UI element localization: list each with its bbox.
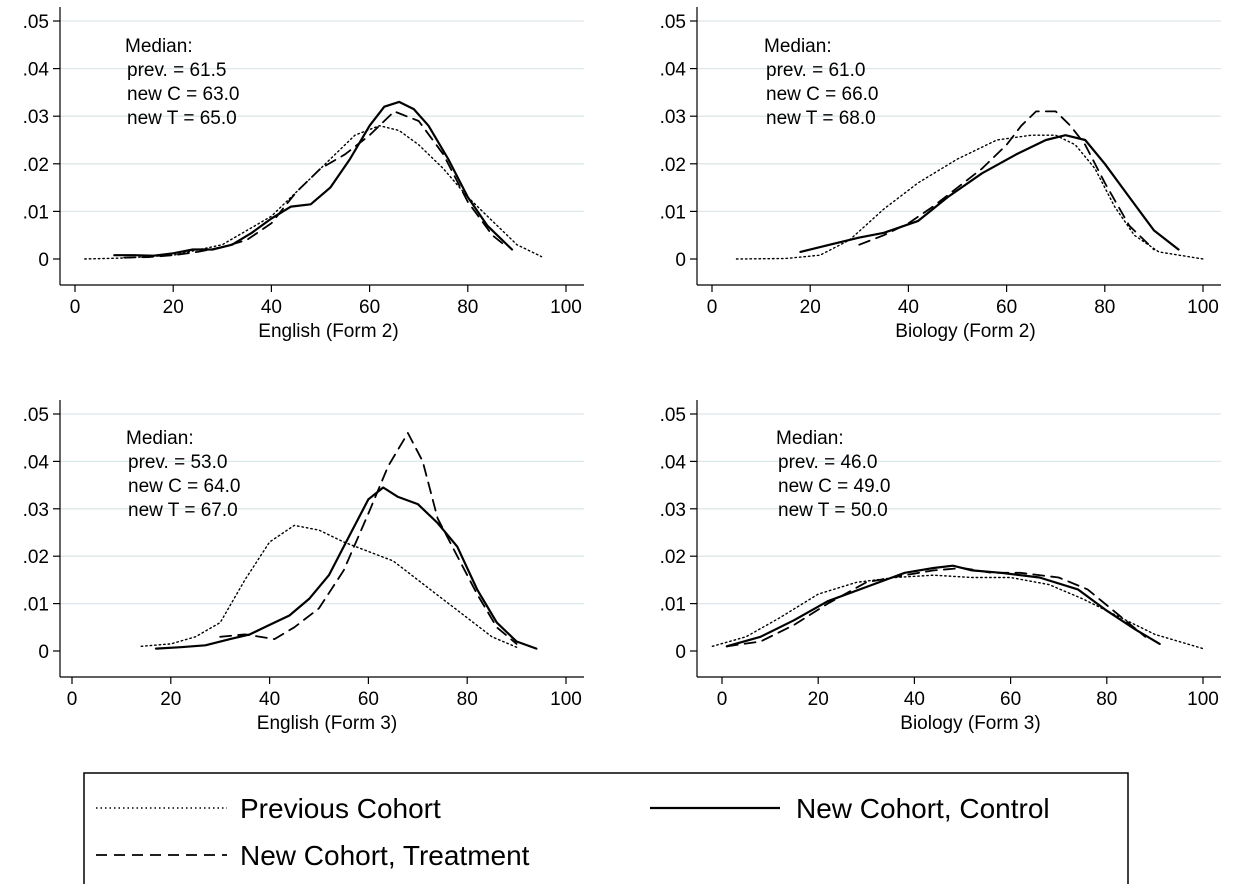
y-tick-label: .01 xyxy=(23,202,49,223)
y-tick-label: .01 xyxy=(23,595,49,616)
median-annotation-line: new T = 65.0 xyxy=(127,108,237,129)
y-tick-label: .01 xyxy=(660,202,686,223)
y-tick-label: .04 xyxy=(23,60,50,81)
series-line-dashed xyxy=(219,432,518,645)
x-tick-label: 100 xyxy=(550,689,582,710)
series-line-solid xyxy=(154,486,538,650)
y-tick-label: .05 xyxy=(660,12,686,33)
median-annotation-line: Median: xyxy=(125,36,193,57)
y-tick-label: 0 xyxy=(675,642,686,663)
x-tick-label: 40 xyxy=(261,297,282,318)
x-tick-label: 80 xyxy=(1094,297,1115,318)
y-tick-label: .05 xyxy=(23,12,49,33)
median-annotation-line: new T = 50.0 xyxy=(778,500,888,521)
x-axis-title: English (Form 3) xyxy=(257,713,397,734)
series-line-solid xyxy=(799,134,1180,253)
median-annotation-line: new T = 67.0 xyxy=(128,500,238,521)
x-tick-label: 60 xyxy=(1000,689,1021,710)
x-tick-label: 100 xyxy=(1187,689,1219,710)
median-annotation-line: prev. = 61.5 xyxy=(127,60,226,81)
x-tick-label: 20 xyxy=(160,689,181,710)
legend-box xyxy=(83,772,1129,884)
x-axis-title: Biology (Form 2) xyxy=(895,321,1035,342)
x-tick-label: 100 xyxy=(1187,297,1219,318)
y-tick-label: .03 xyxy=(23,107,49,128)
x-tick-label: 0 xyxy=(717,689,728,710)
x-tick-label: 0 xyxy=(70,297,81,318)
y-tick-label: .03 xyxy=(660,107,686,128)
x-tick-label: 60 xyxy=(996,297,1017,318)
series-line-solid xyxy=(725,564,1161,648)
y-tick-label: .01 xyxy=(660,595,686,616)
y-tick-label: 0 xyxy=(675,250,686,271)
x-tick-label: 80 xyxy=(1096,689,1117,710)
x-axis-title: English (Form 2) xyxy=(258,321,398,342)
chart-panel-3: 0 .01 .02 .03 .04 .05 0 20 40 60 80 100 English (For… xyxy=(23,400,584,734)
chart-panel-2: 0 .01 .02 .03 .04 .05 0 20 40 60 80 100 Biology (For… xyxy=(660,7,1221,342)
x-tick-label: 40 xyxy=(898,297,919,318)
series-line-dotted xyxy=(711,574,1204,650)
y-tick-label: .04 xyxy=(660,60,687,81)
legend: Previous Cohort New Cohort, Control New Co… xyxy=(83,772,1129,884)
series-line-dotted xyxy=(84,124,543,260)
y-tick-label: .03 xyxy=(660,500,686,521)
median-annotation-line: new C = 66.0 xyxy=(766,84,879,105)
median-annotation-line: new C = 64.0 xyxy=(128,476,241,497)
median-annotation-line: new C = 63.0 xyxy=(127,84,240,105)
median-annotation-line: new T = 68.0 xyxy=(766,108,876,129)
x-tick-label: 60 xyxy=(359,297,380,318)
y-tick-label: .05 xyxy=(660,405,686,426)
x-tick-label: 20 xyxy=(800,297,821,318)
x-tick-label: 40 xyxy=(904,689,925,710)
series-line-dotted xyxy=(140,524,518,648)
y-tick-label: .02 xyxy=(23,547,49,568)
y-tick-label: 0 xyxy=(38,250,49,271)
legend-label: New Cohort, Control xyxy=(796,793,1050,824)
series-line-dotted xyxy=(735,134,1204,260)
y-tick-label: .02 xyxy=(660,547,686,568)
y-tick-label: 0 xyxy=(38,642,49,663)
chart-panel-4: 0 .01 .02 .03 .04 .05 0 20 40 60 80 100 Biology (For… xyxy=(660,400,1221,734)
x-tick-label: 60 xyxy=(358,689,379,710)
legend-label: Previous Cohort xyxy=(240,793,441,824)
x-tick-label: 20 xyxy=(808,689,829,710)
x-tick-label: 0 xyxy=(67,689,78,710)
y-tick-label: .04 xyxy=(23,452,50,473)
median-annotation-line: prev. = 53.0 xyxy=(128,452,227,473)
y-tick-label: .04 xyxy=(660,452,687,473)
x-tick-label: 80 xyxy=(457,689,478,710)
chart-panel-1: 0 .01 .02 .03 .04 .05 0 20 40 60 80 100 English (For… xyxy=(23,7,584,342)
median-annotation-line: Median: xyxy=(126,428,194,449)
y-tick-label: .05 xyxy=(23,405,49,426)
series-line-dashed xyxy=(123,110,509,259)
x-tick-label: 0 xyxy=(707,297,718,318)
median-annotation-line: prev. = 46.0 xyxy=(778,452,877,473)
x-axis-title: Biology (Form 3) xyxy=(900,713,1040,734)
x-tick-label: 40 xyxy=(259,689,280,710)
series-line-dashed xyxy=(858,110,1155,251)
x-tick-label: 80 xyxy=(457,297,478,318)
median-annotation-line: Median: xyxy=(764,36,832,57)
legend-label: New Cohort, Treatment xyxy=(240,840,530,871)
x-tick-label: 100 xyxy=(550,297,582,318)
x-tick-label: 20 xyxy=(163,297,184,318)
y-tick-label: .02 xyxy=(660,155,686,176)
median-annotation-line: prev. = 61.0 xyxy=(766,60,865,81)
series-line-dashed xyxy=(725,567,1147,648)
y-tick-label: .03 xyxy=(23,500,49,521)
median-annotation-line: new C = 49.0 xyxy=(778,476,891,497)
y-tick-label: .02 xyxy=(23,155,49,176)
series-line-solid xyxy=(113,100,514,257)
median-annotation-line: Median: xyxy=(776,428,844,449)
